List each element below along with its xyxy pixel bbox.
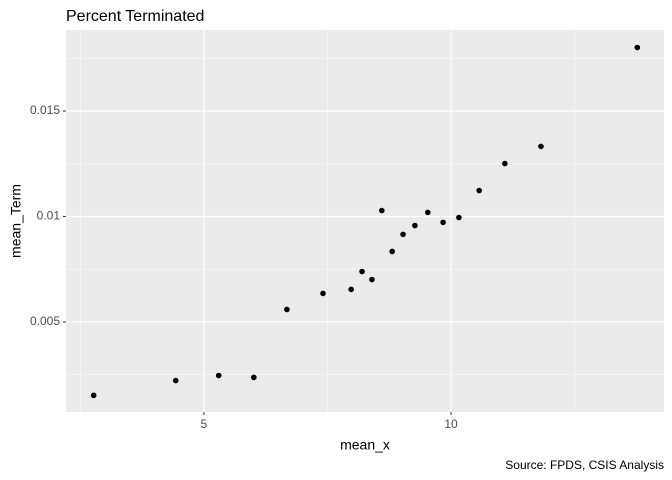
panel [66, 30, 664, 412]
point [476, 187, 482, 194]
point [502, 160, 508, 167]
y-tick-label: 0.015 [30, 103, 60, 117]
point [172, 377, 179, 384]
point [348, 286, 354, 293]
point [424, 209, 431, 216]
x-tick-label: 10 [444, 417, 458, 431]
point [400, 231, 406, 238]
point [440, 219, 446, 226]
point [389, 248, 395, 255]
x-tick-label: 5 [201, 417, 208, 431]
y-tick-label: 0.01 [37, 209, 61, 223]
point [90, 392, 97, 399]
point [456, 214, 462, 221]
point [320, 290, 326, 297]
chart-title: Percent Terminated [66, 8, 204, 25]
point [369, 276, 375, 283]
point [251, 374, 257, 381]
point [379, 207, 385, 214]
point [634, 44, 641, 51]
point [359, 268, 365, 275]
caption: Source: FPDS, CSIS Analysis [505, 458, 664, 472]
point [215, 372, 222, 379]
y-axis-label: mean_Term [8, 184, 24, 258]
y-tick-label: 0.005 [30, 314, 60, 328]
point [412, 222, 418, 229]
point [538, 143, 544, 150]
x-axis-label: mean_x [340, 437, 390, 453]
point [284, 306, 290, 313]
